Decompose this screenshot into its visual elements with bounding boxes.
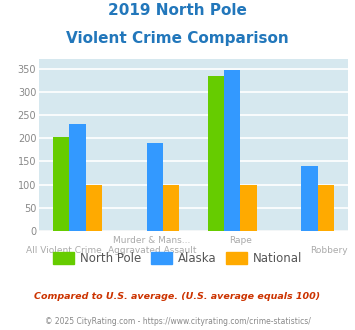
Bar [86,184,102,231]
Bar [301,166,318,231]
Bar [69,124,86,231]
Text: Robbery: Robbery [310,246,347,255]
Text: 2019 North Pole: 2019 North Pole [108,3,247,18]
Bar [208,76,224,231]
Text: © 2025 CityRating.com - https://www.cityrating.com/crime-statistics/: © 2025 CityRating.com - https://www.city… [45,317,310,326]
Bar [318,184,334,231]
Text: All Violent Crime: All Violent Crime [26,246,102,255]
Text: Rape: Rape [229,236,252,245]
Bar [163,184,179,231]
Text: Aggravated Assault: Aggravated Assault [108,246,196,255]
Text: Murder & Mans...: Murder & Mans... [113,236,191,245]
Bar [240,184,257,231]
Bar [53,137,69,231]
Text: Violent Crime Comparison: Violent Crime Comparison [66,31,289,46]
Bar [147,143,163,231]
Text: Compared to U.S. average. (U.S. average equals 100): Compared to U.S. average. (U.S. average … [34,292,321,301]
Legend: North Pole, Alaska, National: North Pole, Alaska, National [48,247,307,270]
Bar [224,70,240,231]
